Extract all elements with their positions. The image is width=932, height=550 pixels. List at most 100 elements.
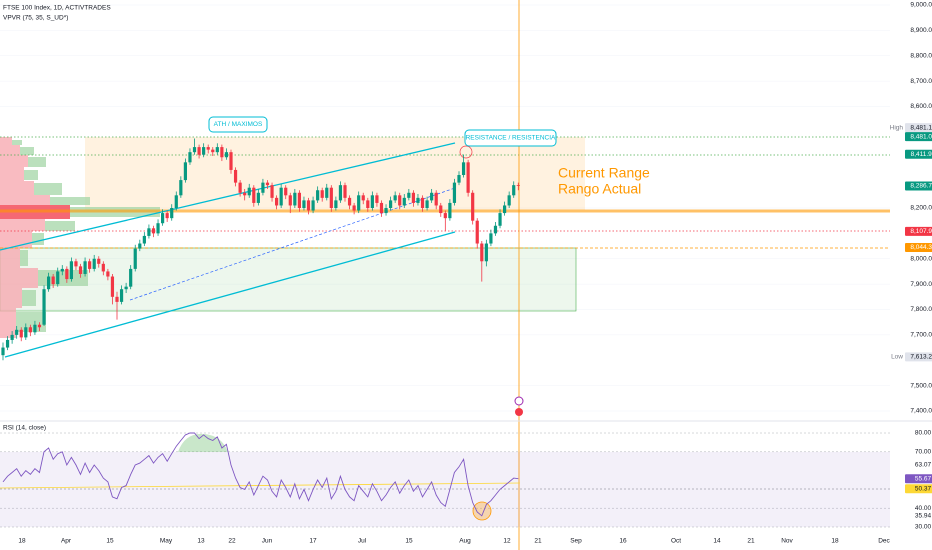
price-label-box [905,123,932,133]
event-icon[interactable] [515,408,523,416]
candle-body [215,147,219,153]
candle-body [238,182,242,193]
candle-body [138,243,142,249]
candle-body [384,208,388,214]
candle-body [78,266,83,274]
x-tick-label: 15 [405,538,413,545]
support-zone [0,247,577,312]
candle-body [83,261,87,274]
price-label-box [905,132,932,142]
candle-body [10,334,14,340]
y-tick-label: 8,000.00 [910,255,932,262]
y-tick-label: 9,000.00 [910,2,932,9]
candle-body [19,329,23,338]
y-tick-label: 30.00 [915,524,932,531]
y-tick-label: 40.00 [915,505,932,512]
rsi-title: RSI (14, close) [3,425,46,432]
x-tick-label: 13 [197,538,205,545]
price-label-box [905,474,932,484]
candle-body [448,202,452,219]
price-label: 8,286.79 [910,183,932,190]
candle-body [443,213,447,219]
candle-body [270,185,274,198]
candle-body [60,268,64,272]
candle-body [119,289,124,302]
rsi-ma [0,482,521,489]
candle-body [47,276,51,290]
candle-body [265,182,270,186]
candle-body [88,261,92,269]
candle-body [188,152,192,163]
candle-body [24,327,28,338]
rsi-line [2,432,519,517]
x-tick-label: 14 [713,538,721,545]
candle-body [366,200,370,208]
candle-body [279,187,283,206]
candle-body [457,175,461,183]
candle-body [179,180,183,196]
candle-body [106,271,110,277]
candle-body [288,195,292,206]
price-label: 8,044.32 [910,244,932,251]
candle-body [28,327,32,333]
x-tick-label: 15 [106,538,114,545]
candle-body [142,235,146,244]
candle-body [343,185,347,198]
candle-body [1,347,5,356]
rsi-highlight [472,501,492,521]
candle-body [275,197,279,206]
candle-body [252,187,256,203]
candle-body [507,195,511,206]
price-label-box [905,243,932,253]
candle-body [306,200,311,211]
candle-body [101,263,105,272]
price-label-box [905,149,932,159]
candle-body [329,187,333,208]
candle-body [475,220,479,244]
price-label: 55.67 [915,475,932,482]
candle-body [352,205,356,211]
chart-title: FTSE 100 Index, 1D, ACTIVTRADES [3,5,111,12]
x-tick-label: Sep [570,538,582,545]
x-tick-label: Nov [781,538,793,545]
x-tick-label: Aug [459,538,471,545]
candle-body [233,169,238,183]
candle-body [407,192,411,198]
candle-body [129,268,133,287]
candle-body [503,205,507,214]
candle-body [69,261,73,280]
candle-body [512,185,516,196]
price-tag: High [890,124,904,131]
x-tick-label: Dec [878,538,890,545]
candle-body [311,200,315,211]
y-tick-label: 80.00 [915,430,932,437]
candle-body [192,147,197,153]
annotation: RESISTANCE / RESISTENCIA [466,135,556,142]
x-tick-label: May [160,538,173,545]
y-tick-label: 8,900.00 [910,27,932,34]
annotation: ATH / MAXIMOS [214,121,263,128]
candle-body [174,195,178,208]
x-tick-label: Apr [61,538,72,545]
candle-body [124,286,128,290]
candle-body [92,258,96,269]
candle-body [165,213,169,219]
candle-body [434,192,438,206]
x-tick-label: Jul [358,538,367,545]
candle-body [15,329,19,335]
candle-body [471,192,475,221]
price-label: 8,481.06 [910,133,932,140]
candle-body [147,228,151,236]
candle-body [325,187,329,198]
rsi-band [0,452,890,527]
candle-body [398,195,402,206]
y-tick-label: 7,800.00 [910,306,932,313]
price-label: 63.07 [915,462,932,469]
annotation: Rango Actual [558,181,641,197]
y-tick-label: 8,200.00 [910,205,932,212]
candle-body [97,258,101,264]
event-icon[interactable] [514,396,524,406]
candle-body [402,197,406,206]
